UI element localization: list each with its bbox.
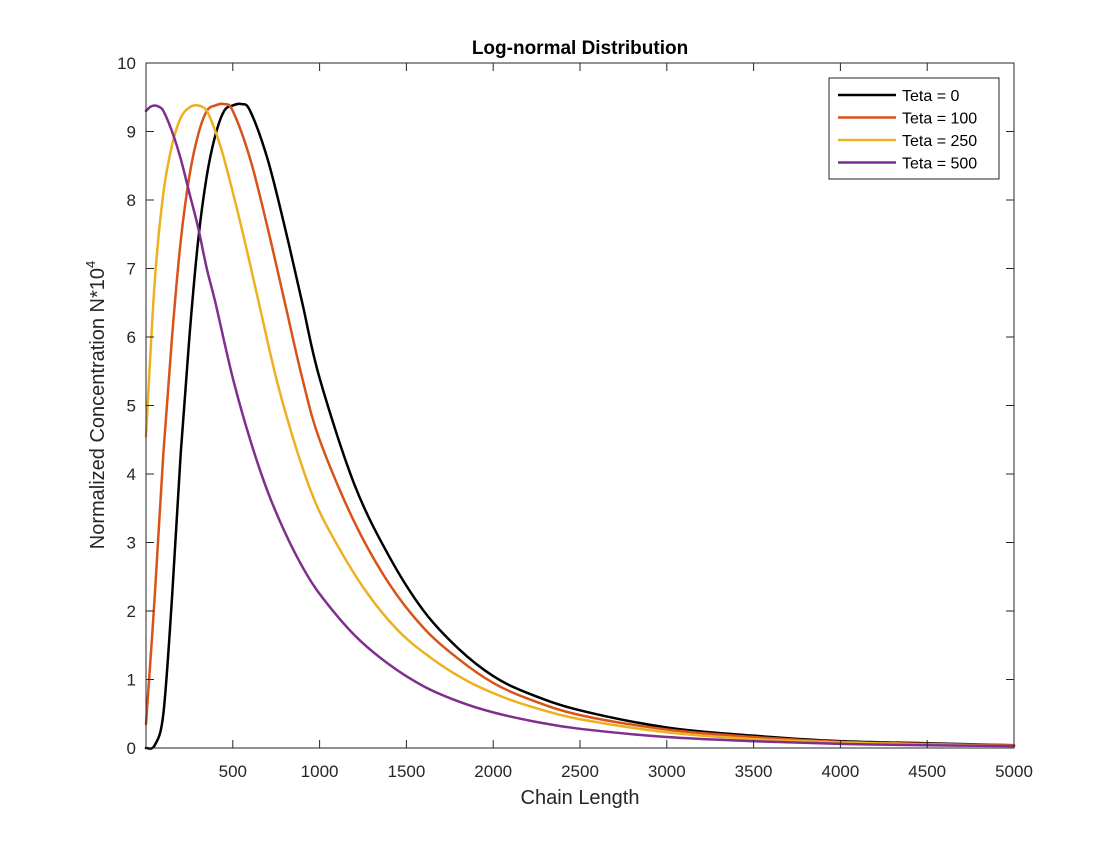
y-axis-title-main: Normalized Concentration N*10 bbox=[87, 268, 109, 549]
x-tick-label: 2000 bbox=[474, 762, 512, 781]
chart-title: Log-normal Distribution bbox=[472, 38, 688, 59]
series-line-teta-250 bbox=[144, 104, 1016, 748]
y-tick-label: 6 bbox=[127, 328, 136, 347]
y-tick-label: 9 bbox=[127, 123, 136, 142]
legend-label-teta-250: Teta = 250 bbox=[902, 133, 977, 150]
y-tick-label: 3 bbox=[127, 534, 136, 553]
y-axis-title-exponent: 4 bbox=[83, 261, 98, 268]
x-tick-label: 500 bbox=[219, 762, 247, 781]
x-axis-title: Chain Length bbox=[521, 787, 640, 809]
y-tick-label: 0 bbox=[127, 739, 136, 758]
x-tick-label: 4000 bbox=[821, 762, 859, 781]
x-tick-label: 2500 bbox=[561, 762, 599, 781]
x-tick-label: 1500 bbox=[387, 762, 425, 781]
curves-group bbox=[144, 102, 1016, 750]
series-line-teta-0 bbox=[144, 102, 1016, 750]
y-tick-label: 7 bbox=[127, 260, 136, 279]
y-axis-title: Normalized Concentration N*104 bbox=[83, 261, 109, 549]
y-tick-label: 4 bbox=[127, 465, 136, 484]
x-tick-label: 3500 bbox=[735, 762, 773, 781]
y-ticks-group: 0 1 2 3 4 5 6 7 8 9 10 bbox=[117, 54, 1014, 758]
y-tick-label: 8 bbox=[127, 191, 136, 210]
legend-label-teta-500: Teta = 500 bbox=[902, 156, 977, 173]
legend-label-teta-0: Teta = 0 bbox=[902, 88, 959, 105]
y-tick-label: 10 bbox=[117, 54, 136, 73]
x-ticks-group: 500 1000 1500 2000 2500 3000 3500 4000 4500 5000 bbox=[219, 63, 1033, 781]
series-line-teta-500 bbox=[144, 104, 1016, 748]
y-tick-label: 5 bbox=[127, 397, 136, 416]
y-tick-label: 1 bbox=[127, 671, 136, 690]
x-tick-label: 3000 bbox=[648, 762, 686, 781]
series-line-teta-100 bbox=[144, 102, 1016, 747]
x-tick-label: 4500 bbox=[908, 762, 946, 781]
legend-label-teta-100: Teta = 100 bbox=[902, 111, 977, 128]
x-tick-label: 1000 bbox=[301, 762, 339, 781]
legend: Teta = 0 Teta = 100 Teta = 250 Teta = 500 bbox=[828, 77, 1000, 180]
y-tick-label: 2 bbox=[127, 602, 136, 621]
x-tick-label: 5000 bbox=[995, 762, 1033, 781]
